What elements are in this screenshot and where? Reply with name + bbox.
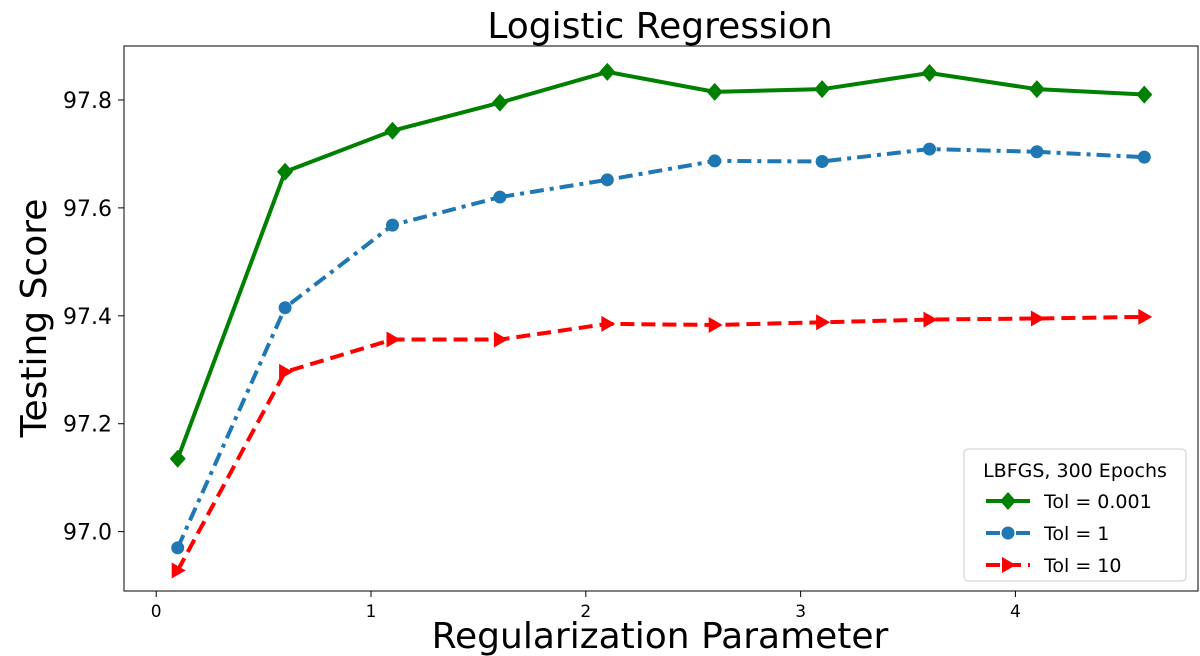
- legend-box: [963, 448, 1187, 582]
- data-point: [386, 331, 401, 348]
- legend-entry: Tol = 10: [986, 555, 1121, 577]
- data-point: [171, 562, 186, 579]
- y-axis: 97.0 97.2 97.4 97.6 97.8: [63, 89, 124, 546]
- y-tick-label: 97.6: [63, 197, 112, 222]
- legend-label: Tol = 10: [1043, 555, 1121, 577]
- legend-marker: [1001, 526, 1015, 540]
- data-point: [1137, 150, 1151, 164]
- data-point: [169, 449, 186, 468]
- y-tick-label: 97.0: [63, 521, 112, 546]
- data-point: [923, 311, 938, 328]
- x-tick-label: 4: [1010, 602, 1021, 622]
- data-point: [491, 93, 508, 112]
- x-tick-label: 3: [795, 602, 806, 622]
- data-point: [1030, 310, 1045, 327]
- data-point: [279, 363, 294, 380]
- data-point: [278, 301, 292, 315]
- x-axis-label: Regularization Parameter: [432, 616, 889, 656]
- x-tick-label: 0: [151, 602, 162, 622]
- series-line: [175, 147, 1145, 549]
- data-point: [277, 162, 294, 181]
- data-point: [599, 62, 616, 81]
- data-point: [1028, 80, 1045, 99]
- data-point: [600, 173, 614, 187]
- data-point: [1136, 85, 1153, 104]
- series-3: [171, 308, 1153, 579]
- y-tick-label: 97.8: [63, 89, 112, 114]
- series-1: [169, 62, 1153, 468]
- legend-label: Tol = 1: [1043, 523, 1109, 545]
- legend-entry: Tol = 0.001: [986, 491, 1152, 513]
- data-point: [708, 154, 722, 168]
- series-line: [175, 314, 1145, 572]
- data-point: [1030, 145, 1044, 159]
- series-layer: [169, 62, 1153, 579]
- legend-marker: [1000, 492, 1016, 510]
- data-point: [921, 63, 938, 82]
- y-axis-label: Testing Score: [14, 199, 55, 439]
- data-point: [601, 315, 616, 332]
- y-tick-label: 97.2: [63, 413, 112, 438]
- data-point: [923, 142, 936, 156]
- data-point: [708, 316, 723, 333]
- data-point: [815, 154, 829, 168]
- series-line: [175, 69, 1145, 460]
- plot-area-frame: [123, 45, 1199, 592]
- data-point: [493, 190, 507, 204]
- data-point: [1138, 308, 1153, 325]
- data-point: [171, 541, 185, 555]
- series-2: [171, 142, 1151, 555]
- x-axis: 0 1 2 3 4: [151, 591, 1021, 622]
- legend-entry: Tol = 1: [986, 523, 1109, 545]
- data-point: [386, 218, 399, 232]
- y-tick-label: 97.4: [63, 305, 112, 330]
- legend: LBFGS, 300 Epochs Tol = 0.001 Tol = 1 Tol …: [963, 448, 1187, 582]
- x-tick-label: 1: [366, 602, 377, 622]
- legend-title: LBFGS, 300 Epochs: [983, 460, 1167, 482]
- data-point: [816, 314, 831, 331]
- data-point: [493, 331, 508, 348]
- data-point: [814, 80, 831, 99]
- legend-marker: [1002, 557, 1016, 573]
- x-tick-label: 2: [580, 602, 591, 622]
- legend-label: Tol = 0.001: [1043, 491, 1152, 513]
- data-point: [384, 121, 401, 140]
- chart-title: Logistic Regression: [487, 6, 832, 47]
- data-point: [706, 82, 723, 101]
